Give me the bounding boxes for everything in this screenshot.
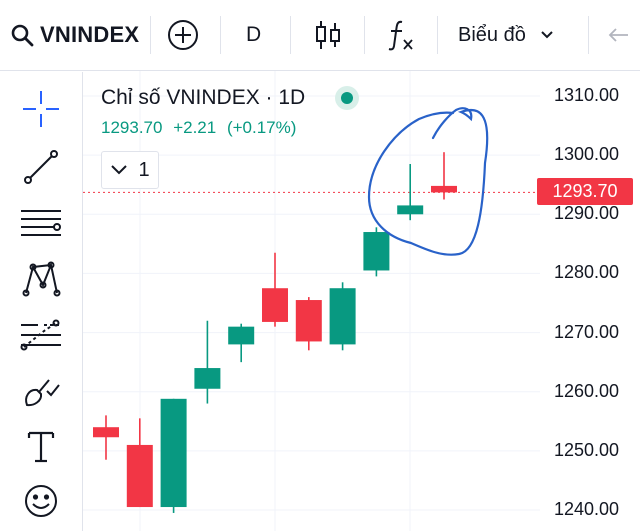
candlestick-chart[interactable] — [83, 71, 540, 531]
chevron-down-icon — [110, 164, 128, 176]
forecast-tool[interactable] — [20, 314, 62, 356]
chevron-down-icon — [540, 30, 554, 40]
legend-price: 1293.70 — [101, 118, 163, 137]
price-tick-label: 1300.00 — [554, 144, 620, 165]
candle-body — [93, 427, 119, 438]
chart-grid — [83, 71, 540, 531]
chart-style-button[interactable] — [314, 0, 342, 70]
candle-body — [295, 300, 322, 342]
plus-circle-icon — [166, 18, 200, 52]
price-tick-label: 1290.00 — [554, 203, 620, 224]
candle — [228, 323, 255, 363]
candle-body — [194, 368, 221, 389]
candle — [397, 164, 424, 221]
indicators-button[interactable] — [386, 0, 416, 70]
text-icon — [21, 427, 61, 467]
price-tick-label: 1240.00 — [554, 499, 620, 519]
toolbar-divider — [437, 16, 438, 54]
brush-icon — [21, 371, 61, 411]
top-toolbar: VNINDEX D Biểu đồ — [0, 0, 640, 71]
trend-line-icon — [21, 147, 61, 187]
candle-body — [126, 444, 153, 508]
fx-icon — [386, 18, 416, 52]
undo-button[interactable] — [606, 0, 630, 70]
pattern-icon — [21, 259, 61, 299]
chart-type-dropdown[interactable]: Biểu đồ — [458, 0, 554, 70]
legend-title: Chỉ số VNINDEX · 1D — [101, 86, 306, 109]
candle-body — [160, 398, 187, 508]
interval-button[interactable]: D — [246, 23, 262, 46]
compare-add-button[interactable] — [166, 0, 200, 70]
emoji-icon — [21, 481, 61, 521]
chart-type-label: Biểu đồ — [458, 23, 526, 46]
indicators-count: 1 — [138, 158, 150, 181]
crosshair-tool[interactable] — [20, 88, 62, 130]
candle — [194, 320, 221, 404]
candle — [431, 152, 457, 200]
price-tick-label: 1260.00 — [554, 380, 620, 401]
price-scale[interactable]: 1310.00 1300.00 1290.00 1280.00 1270.00 1260.… — [540, 71, 640, 531]
symbol-search-button[interactable]: VNINDEX — [10, 0, 139, 70]
candle — [126, 418, 153, 508]
chart-legend: Chỉ số VNINDEX · 1D 1293.70 +2.21 (+0.17… — [101, 86, 354, 138]
horizontal-lines-tool[interactable] — [20, 202, 62, 244]
last-price-label: 1293.70 — [537, 178, 633, 205]
legend-change: +2.21 — [173, 118, 217, 137]
candle-body — [228, 326, 255, 345]
toolbar-divider — [150, 16, 151, 54]
search-icon — [10, 23, 34, 47]
candle — [295, 297, 322, 351]
undo-icon — [606, 25, 630, 45]
candles-icon — [314, 18, 342, 52]
legend-values: 1293.70 +2.21 (+0.17%) — [101, 118, 353, 138]
candle — [329, 282, 356, 351]
forecast-icon — [20, 315, 62, 355]
toolbar-divider — [220, 16, 221, 54]
drawing-toolbar — [0, 72, 83, 531]
candle-body — [431, 185, 457, 193]
toolbar-divider — [364, 16, 365, 54]
price-tick-label: 1270.00 — [554, 321, 620, 342]
candle-body — [363, 232, 390, 271]
candles — [93, 152, 457, 513]
candle-body — [329, 288, 356, 345]
chart-pane[interactable] — [83, 71, 540, 531]
brush-tool[interactable] — [20, 370, 62, 412]
candle — [160, 398, 187, 513]
emoji-tool[interactable] — [20, 480, 62, 522]
candle — [93, 415, 119, 460]
price-tick-label: 1310.00 — [554, 85, 620, 105]
price-tick-label: 1280.00 — [554, 262, 620, 283]
indicators-collapse-toggle[interactable]: 1 — [101, 151, 159, 189]
toolbar-divider — [290, 16, 291, 54]
pattern-tool[interactable] — [20, 258, 62, 300]
horizontal-lines-icon — [20, 203, 62, 243]
text-tool[interactable] — [20, 426, 62, 468]
price-tick-label: 1250.00 — [554, 439, 620, 460]
candle-body — [262, 288, 288, 322]
legend-change-pct: (+0.17%) — [226, 118, 297, 137]
candle-body — [397, 205, 424, 215]
crosshair-icon — [21, 89, 61, 129]
trend-line-tool[interactable] — [20, 146, 62, 188]
symbol-label: VNINDEX — [40, 22, 140, 47]
market-status-icon[interactable] — [341, 92, 354, 104]
toolbar-divider — [588, 16, 589, 54]
candle — [262, 252, 288, 327]
hand-drawn-circle-annotation — [367, 107, 489, 256]
candle — [363, 227, 390, 277]
